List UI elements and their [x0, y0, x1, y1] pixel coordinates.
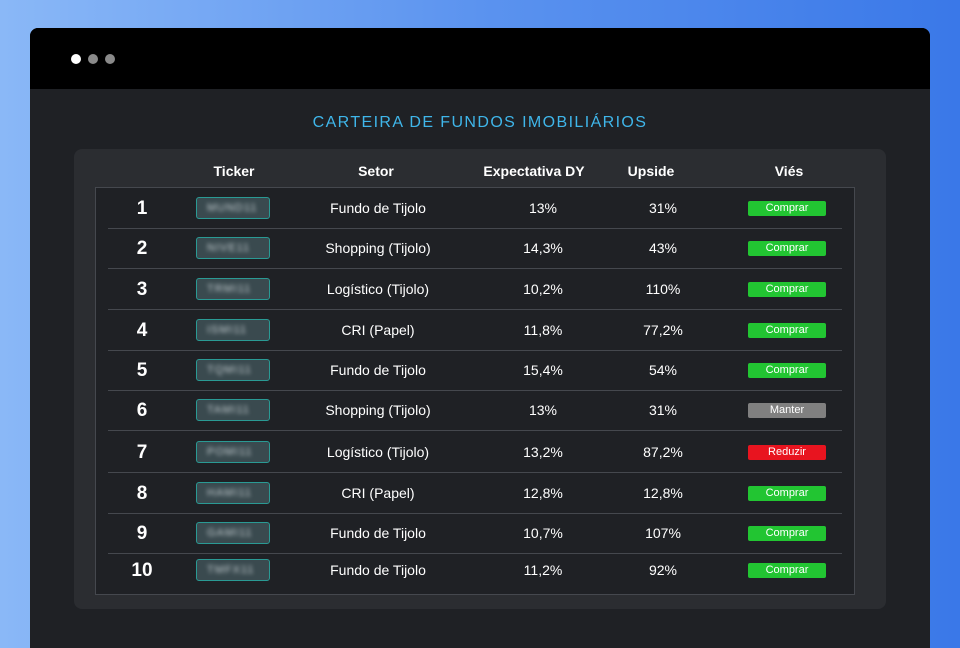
vies-badge: Reduzir: [748, 445, 826, 460]
row-number: 9: [136, 523, 148, 544]
ticker-text: GAMI11: [207, 527, 253, 539]
dy-cell: 14,3%: [523, 240, 563, 256]
vies-badge: Comprar: [748, 201, 826, 216]
portfolio-table-card: Ticker Setor Expectativa DY Upside Viés …: [74, 149, 886, 609]
table-row: 1 MUND11 Fundo de Tijolo 13% 31% Comprar: [108, 188, 842, 229]
minimize-dot-icon[interactable]: [88, 54, 98, 64]
table-row: 9 GAMI11 Fundo de Tijolo 10,7% 107% Comprar: [108, 513, 842, 554]
ticker-text: HAMI11: [207, 487, 252, 499]
row-number: 3: [136, 279, 148, 300]
dy-cell: 12,8%: [523, 485, 563, 501]
vies-badge: Comprar: [748, 282, 826, 297]
vies-badge: Comprar: [748, 526, 826, 541]
ticker-chip[interactable]: ISMI11: [196, 319, 270, 341]
table-row: 4 ISMI11 CRI (Papel) 11,8% 77,2% Comprar: [108, 310, 842, 351]
vies-badge: Manter: [748, 403, 826, 418]
dy-cell: 13,2%: [523, 444, 563, 460]
table-header: Ticker Setor Expectativa DY Upside Viés: [74, 149, 886, 187]
page-title: CARTEIRA DE FUNDOS IMOBILIÁRIOS: [312, 114, 648, 131]
ticker-chip[interactable]: GAMI11: [196, 522, 270, 544]
upside-cell: 43%: [648, 240, 678, 256]
header-dy: Expectativa DY: [483, 163, 585, 179]
dy-cell: 15,4%: [523, 362, 563, 378]
dy-cell: 13%: [528, 200, 558, 216]
setor-cell: Fundo de Tijolo: [330, 562, 426, 578]
table-row: 10 TMFX11 Fundo de Tijolo 11,2% 92% Comprar: [108, 550, 842, 590]
close-dot-icon[interactable]: [71, 54, 81, 64]
setor-cell: Fundo de Tijolo: [330, 362, 426, 378]
row-number: 5: [136, 360, 148, 381]
ticker-text: POMI11: [207, 446, 253, 458]
table-row: 3 TRMI11 Logístico (Tijolo) 10,2% 110% Compra…: [108, 269, 842, 310]
ticker-text: NIVE11: [207, 242, 251, 254]
upside-cell: 92%: [648, 562, 678, 578]
upside-cell: 12,8%: [643, 485, 683, 501]
upside-cell: 110%: [645, 281, 681, 297]
row-number: 6: [136, 400, 148, 421]
header-upside: Upside: [627, 163, 675, 179]
window-titlebar: [30, 28, 930, 89]
table-row: 7 POMI11 Logístico (Tijolo) 13,2% 87,2% Reduz…: [108, 432, 842, 473]
ticker-text: TQMI11: [207, 364, 252, 376]
ticker-text: ISMI11: [207, 324, 248, 336]
setor-cell: CRI (Papel): [341, 485, 415, 501]
vies-badge: Comprar: [748, 241, 826, 256]
row-number: 4: [136, 320, 148, 341]
header-setor: Setor: [358, 163, 394, 179]
ticker-chip[interactable]: POMI11: [196, 441, 270, 463]
row-number: 10: [131, 560, 153, 581]
ticker-text: TMFX11: [207, 564, 255, 576]
dy-cell: 10,7%: [523, 525, 563, 541]
row-number: 8: [136, 483, 148, 504]
upside-cell: 107%: [645, 525, 681, 541]
row-number: 2: [136, 238, 148, 259]
vies-badge: Comprar: [748, 323, 826, 338]
ticker-text: TRMI11: [207, 283, 252, 295]
browser-window: CARTEIRA DE FUNDOS IMOBILIÁRIOS Ticker S…: [30, 28, 930, 648]
dy-cell: 13%: [528, 402, 558, 418]
header-vies: Viés: [774, 163, 804, 179]
setor-cell: CRI (Papel): [341, 322, 415, 338]
ticker-text: TAMI11: [207, 404, 250, 416]
ticker-chip[interactable]: NIVE11: [196, 237, 270, 259]
ticker-chip[interactable]: MUND11: [196, 197, 270, 219]
dy-cell: 11,2%: [523, 562, 563, 578]
upside-cell: 77,2%: [643, 322, 683, 338]
upside-cell: 87,2%: [643, 444, 683, 460]
table-row: 5 TQMI11 Fundo de Tijolo 15,4% 54% Comprar: [108, 350, 842, 391]
ticker-chip[interactable]: HAMI11: [196, 482, 270, 504]
upside-cell: 31%: [648, 402, 678, 418]
vies-badge: Comprar: [748, 486, 826, 501]
setor-cell: Fundo de Tijolo: [330, 200, 426, 216]
row-number: 1: [136, 198, 148, 219]
table-body: 1 MUND11 Fundo de Tijolo 13% 31% Comprar 2 NIVE…: [95, 187, 855, 595]
dy-cell: 10,2%: [523, 281, 563, 297]
setor-cell: Shopping (Tijolo): [325, 402, 431, 418]
ticker-chip[interactable]: TMFX11: [196, 559, 270, 581]
upside-cell: 31%: [648, 200, 678, 216]
dy-cell: 11,8%: [523, 322, 563, 338]
setor-cell: Shopping (Tijolo): [325, 240, 431, 256]
table-row: 6 TAMI11 Shopping (Tijolo) 13% 31% Manter: [108, 390, 842, 431]
row-number: 7: [136, 442, 148, 463]
vies-badge: Comprar: [748, 363, 826, 378]
ticker-chip[interactable]: TQMI11: [196, 359, 270, 381]
header-ticker: Ticker: [213, 163, 255, 179]
ticker-chip[interactable]: TRMI11: [196, 278, 270, 300]
setor-cell: Logístico (Tijolo): [326, 281, 430, 297]
maximize-dot-icon[interactable]: [105, 54, 115, 64]
upside-cell: 54%: [648, 362, 678, 378]
ticker-text: MUND11: [207, 202, 258, 214]
setor-cell: Logístico (Tijolo): [326, 444, 430, 460]
vies-badge: Comprar: [748, 563, 826, 578]
table-row: 2 NIVE11 Shopping (Tijolo) 14,3% 43% Comprar: [108, 228, 842, 269]
table-row: 8 HAMI11 CRI (Papel) 12,8% 12,8% Comprar: [108, 473, 842, 514]
setor-cell: Fundo de Tijolo: [330, 525, 426, 541]
ticker-chip[interactable]: TAMI11: [196, 399, 270, 421]
